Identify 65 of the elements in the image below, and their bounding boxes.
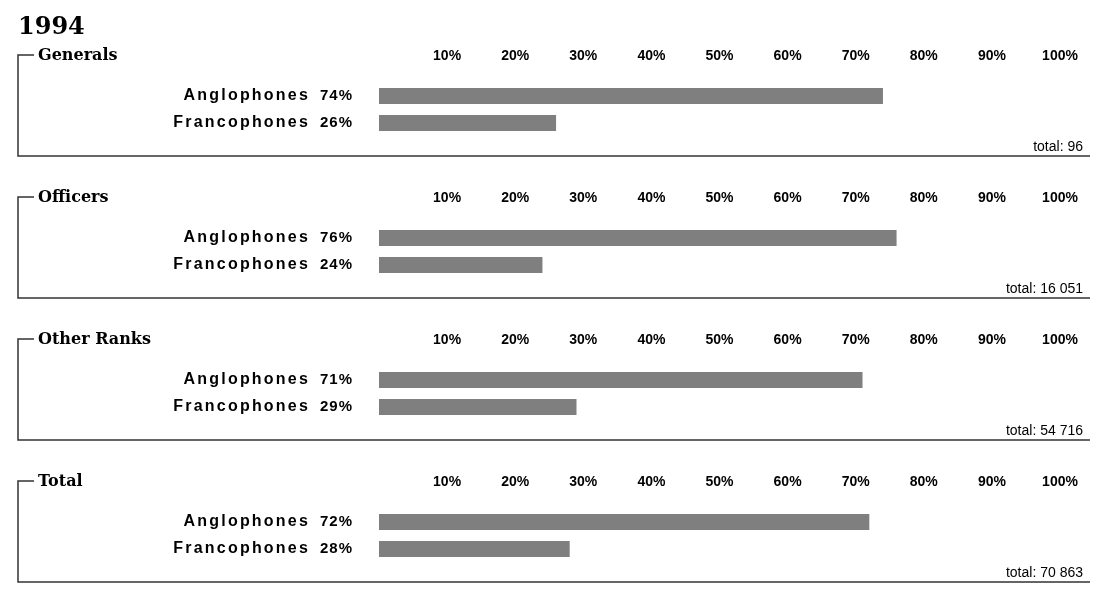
x-tick-label: 40% bbox=[637, 189, 666, 205]
text: Officers bbox=[38, 187, 109, 206]
y-tick-label: Anglophones bbox=[183, 370, 310, 387]
x-tick-label: 80% bbox=[909, 473, 939, 489]
x-tick-label: 60% bbox=[773, 47, 803, 63]
x-tick-label: 50% bbox=[705, 331, 735, 347]
x-tick-label: 50% bbox=[705, 47, 735, 63]
x-tick-label: 60% bbox=[773, 331, 803, 347]
x-tick-label: 70% bbox=[841, 473, 871, 489]
data-label: 29% bbox=[319, 397, 353, 414]
text: Other Ranks bbox=[38, 329, 151, 348]
x-tick-label: 50% bbox=[705, 189, 735, 205]
x-tick-label: 60% bbox=[773, 189, 803, 205]
data-label: 76% bbox=[319, 228, 353, 245]
x-tick-label: 90% bbox=[977, 189, 1007, 205]
x-tick-label: 70% bbox=[841, 189, 871, 205]
text: Total bbox=[38, 471, 83, 490]
text: 1994 bbox=[18, 11, 85, 40]
x-tick-label: 100% bbox=[1042, 331, 1079, 347]
data-label: 74% bbox=[319, 86, 353, 103]
data-label: 71% bbox=[319, 370, 353, 387]
x-tick-label: 80% bbox=[909, 331, 939, 347]
x-tick-label: 100% bbox=[1042, 189, 1079, 205]
x-tick-label: 10% bbox=[433, 473, 462, 489]
x-tick-label: 30% bbox=[569, 189, 598, 205]
y-tick-label: Anglophones bbox=[183, 512, 310, 529]
x-tick-label: 40% bbox=[637, 473, 666, 489]
y-tick-label: Francophones bbox=[173, 255, 310, 272]
x-tick-label: 20% bbox=[501, 47, 530, 63]
x-tick-label: 90% bbox=[977, 331, 1007, 347]
x-tick-label: 10% bbox=[433, 47, 462, 63]
text: total: 54 716 bbox=[1005, 422, 1084, 438]
x-tick-label: 40% bbox=[637, 331, 666, 347]
text: Generals bbox=[38, 45, 118, 64]
x-tick-label: 30% bbox=[569, 47, 598, 63]
y-tick-label: Francophones bbox=[173, 113, 310, 130]
x-tick-label: 30% bbox=[569, 473, 598, 489]
x-tick-label: 50% bbox=[705, 473, 735, 489]
y-tick-label: Anglophones bbox=[183, 228, 310, 245]
x-tick-label: 100% bbox=[1042, 473, 1079, 489]
x-tick-label: 40% bbox=[637, 47, 666, 63]
x-tick-label: 20% bbox=[501, 473, 530, 489]
text: total: 96 bbox=[1033, 138, 1084, 154]
x-tick-label: 30% bbox=[569, 331, 598, 347]
data-label: 26% bbox=[319, 113, 353, 130]
x-tick-label: 70% bbox=[841, 47, 871, 63]
data-label: 72% bbox=[319, 512, 353, 529]
y-tick-label: Francophones bbox=[173, 397, 310, 414]
text: total: 70 863 bbox=[1005, 564, 1084, 580]
x-tick-label: 20% bbox=[501, 189, 530, 205]
x-tick-label: 90% bbox=[977, 473, 1007, 489]
x-tick-label: 90% bbox=[977, 47, 1007, 63]
x-tick-label: 80% bbox=[909, 189, 939, 205]
data-label: 24% bbox=[319, 255, 353, 272]
data-label: 28% bbox=[319, 539, 353, 556]
x-tick-label: 100% bbox=[1042, 47, 1079, 63]
y-tick-label: Anglophones bbox=[183, 86, 310, 103]
x-tick-label: 20% bbox=[501, 331, 530, 347]
x-tick-label: 60% bbox=[773, 473, 803, 489]
text: total: 16 051 bbox=[1005, 280, 1084, 296]
x-tick-label: 10% bbox=[433, 331, 462, 347]
x-tick-label: 80% bbox=[909, 47, 939, 63]
x-tick-label: 70% bbox=[841, 331, 871, 347]
y-tick-label: Francophones bbox=[173, 539, 310, 556]
x-tick-label: 10% bbox=[433, 189, 462, 205]
